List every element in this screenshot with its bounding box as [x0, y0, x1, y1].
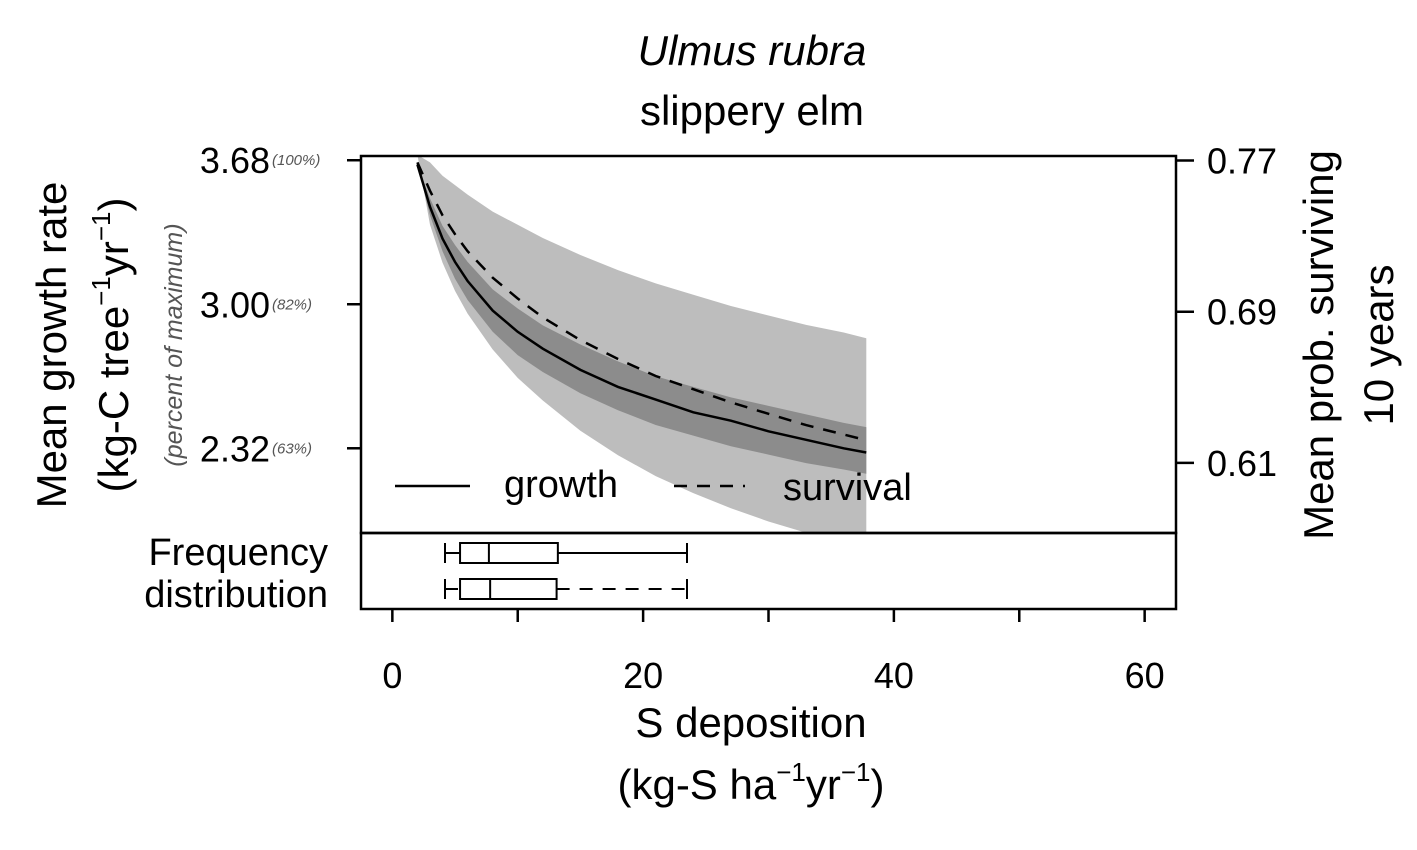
y-left-tick-label: 3.00: [200, 284, 270, 325]
y-axis-left-label: Mean growth rate: [28, 182, 75, 509]
x-axis-label: S deposition: [635, 699, 866, 746]
y-left-tick-percent: (82%): [272, 296, 312, 313]
y-axis-left-units: (kg-C tree−1yr−1): [86, 197, 137, 492]
boxplot-box: [459, 578, 558, 600]
chart-subtitle: slippery elm: [640, 87, 864, 134]
y-right-tick-label: 0.77: [1207, 141, 1277, 182]
x-tick-label: 60: [1125, 655, 1165, 696]
series-lines: [416, 161, 867, 454]
y-left-tick-label: 2.32: [200, 428, 270, 469]
x-tick-label: 0: [382, 655, 402, 696]
frequency-label-line2: distribution: [144, 574, 328, 616]
y-right-tick-label: 0.69: [1207, 292, 1277, 333]
legend: growth survival: [395, 464, 912, 509]
x-axis-units: (kg-S ha−1yr−1): [617, 757, 884, 808]
boxplot-box: [459, 542, 559, 564]
survival-line: [416, 161, 867, 442]
y-right-tick-label: 0.61: [1207, 443, 1277, 484]
y-left-tick-percent: (63%): [272, 440, 312, 457]
legend-survival-label: survival: [783, 467, 912, 509]
legend-growth-label: growth: [504, 464, 618, 506]
y-axis-right-label: Mean prob. surviving: [1295, 150, 1342, 540]
frequency-boxplots: [444, 542, 688, 600]
x-tick-label: 20: [623, 655, 663, 696]
growth-line: [416, 164, 867, 454]
y-axis-right-label-line2: 10 years: [1355, 264, 1402, 425]
chart-title: Ulmus rubra: [638, 27, 867, 74]
y-left-tick-percent: (100%): [272, 152, 320, 169]
y-axis-left: 3.68 (100%) 3.00 (82%) 2.32 (63%): [200, 140, 361, 469]
y-axis-right: 0.77 0.69 0.61: [1176, 141, 1277, 484]
x-tick-label: 40: [874, 655, 914, 696]
y-left-tick-label: 3.68: [200, 140, 270, 181]
x-axis: 0 20 40 60: [382, 609, 1165, 696]
y-axis-left-secondary-label: (percent of maximum): [160, 223, 188, 466]
frequency-label-line1: Frequency: [148, 532, 328, 574]
